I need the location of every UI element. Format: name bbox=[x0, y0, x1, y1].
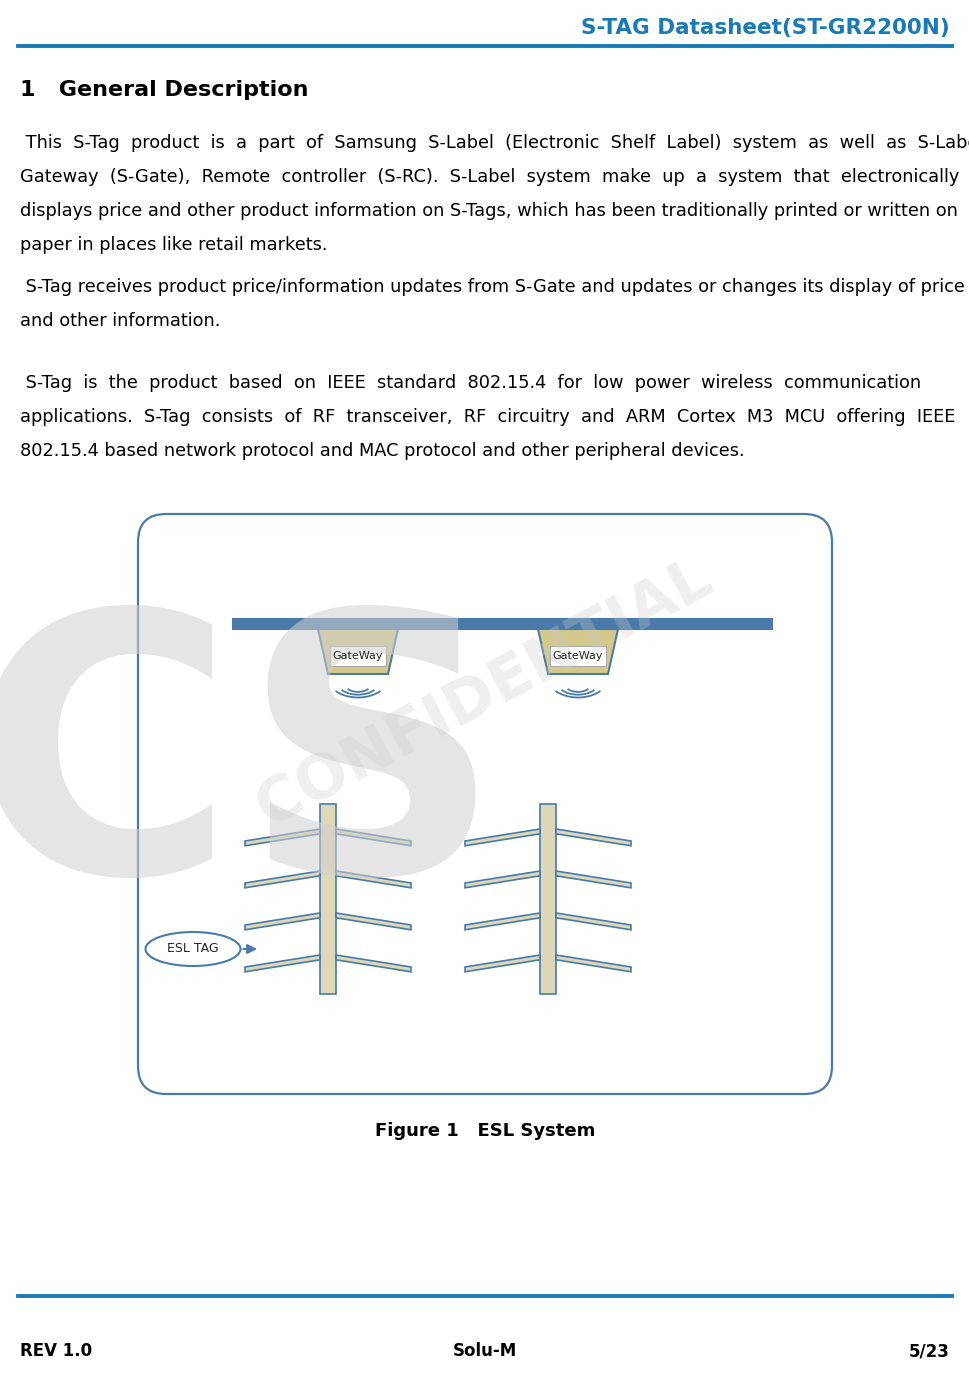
Text: S-Tag receives product price/information updates from S-Gate and updates or chan: S-Tag receives product price/information… bbox=[20, 278, 964, 295]
Text: GateWay: GateWay bbox=[552, 651, 603, 661]
Bar bbox=[320, 804, 335, 993]
Bar bbox=[540, 804, 555, 993]
Polygon shape bbox=[464, 912, 540, 930]
Text: Figure 1   ESL System: Figure 1 ESL System bbox=[374, 1123, 595, 1140]
Polygon shape bbox=[464, 955, 540, 971]
Bar bbox=[233, 620, 771, 629]
Polygon shape bbox=[245, 955, 320, 971]
Polygon shape bbox=[335, 912, 411, 930]
Text: paper in places like retail markets.: paper in places like retail markets. bbox=[20, 236, 328, 254]
Polygon shape bbox=[555, 955, 631, 971]
Text: CONFIDENTIAL: CONFIDENTIAL bbox=[247, 550, 722, 840]
Polygon shape bbox=[245, 912, 320, 930]
Polygon shape bbox=[555, 912, 631, 930]
Text: 802.15.4 based network protocol and MAC protocol and other peripheral devices.: 802.15.4 based network protocol and MAC … bbox=[20, 442, 744, 460]
Text: 5/23: 5/23 bbox=[908, 1342, 949, 1360]
Text: and other information.: and other information. bbox=[20, 312, 220, 330]
Text: REV 1.0: REV 1.0 bbox=[20, 1342, 92, 1360]
Polygon shape bbox=[335, 871, 411, 888]
Polygon shape bbox=[318, 629, 397, 675]
Text: Gateway  (S-Gate),  Remote  controller  (S-RC).  S-Label  system  make  up  a  s: Gateway (S-Gate), Remote controller (S-R… bbox=[20, 168, 958, 185]
Text: displays price and other product information on S-Tags, which has been tradition: displays price and other product informa… bbox=[20, 202, 957, 220]
Polygon shape bbox=[335, 829, 411, 846]
Bar bbox=[549, 646, 606, 666]
Text: applications.  S-Tag  consists  of  RF  transceiver,  RF  circuitry  and  ARM  C: applications. S-Tag consists of RF trans… bbox=[20, 408, 954, 426]
Text: CS: CS bbox=[0, 599, 501, 948]
Text: 1   General Description: 1 General Description bbox=[20, 80, 308, 100]
Text: S-Tag  is  the  product  based  on  IEEE  standard  802.15.4  for  low  power  w: S-Tag is the product based on IEEE stand… bbox=[20, 374, 921, 392]
FancyBboxPatch shape bbox=[138, 514, 831, 1094]
Text: GateWay: GateWay bbox=[332, 651, 383, 661]
Polygon shape bbox=[245, 871, 320, 888]
Text: Solu-M: Solu-M bbox=[453, 1342, 516, 1360]
Polygon shape bbox=[555, 829, 631, 846]
Ellipse shape bbox=[145, 932, 240, 966]
Text: ESL TAG: ESL TAG bbox=[167, 943, 219, 955]
Polygon shape bbox=[464, 871, 540, 888]
Polygon shape bbox=[538, 629, 617, 675]
Polygon shape bbox=[464, 829, 540, 846]
Text: S-TAG Datasheet(ST-GR2200N): S-TAG Datasheet(ST-GR2200N) bbox=[580, 18, 949, 38]
Polygon shape bbox=[555, 871, 631, 888]
Polygon shape bbox=[335, 955, 411, 971]
Text: This  S-Tag  product  is  a  part  of  Samsung  S-Label  (Electronic  Shelf  Lab: This S-Tag product is a part of Samsung … bbox=[20, 135, 969, 153]
Bar bbox=[329, 646, 386, 666]
Polygon shape bbox=[245, 829, 320, 846]
